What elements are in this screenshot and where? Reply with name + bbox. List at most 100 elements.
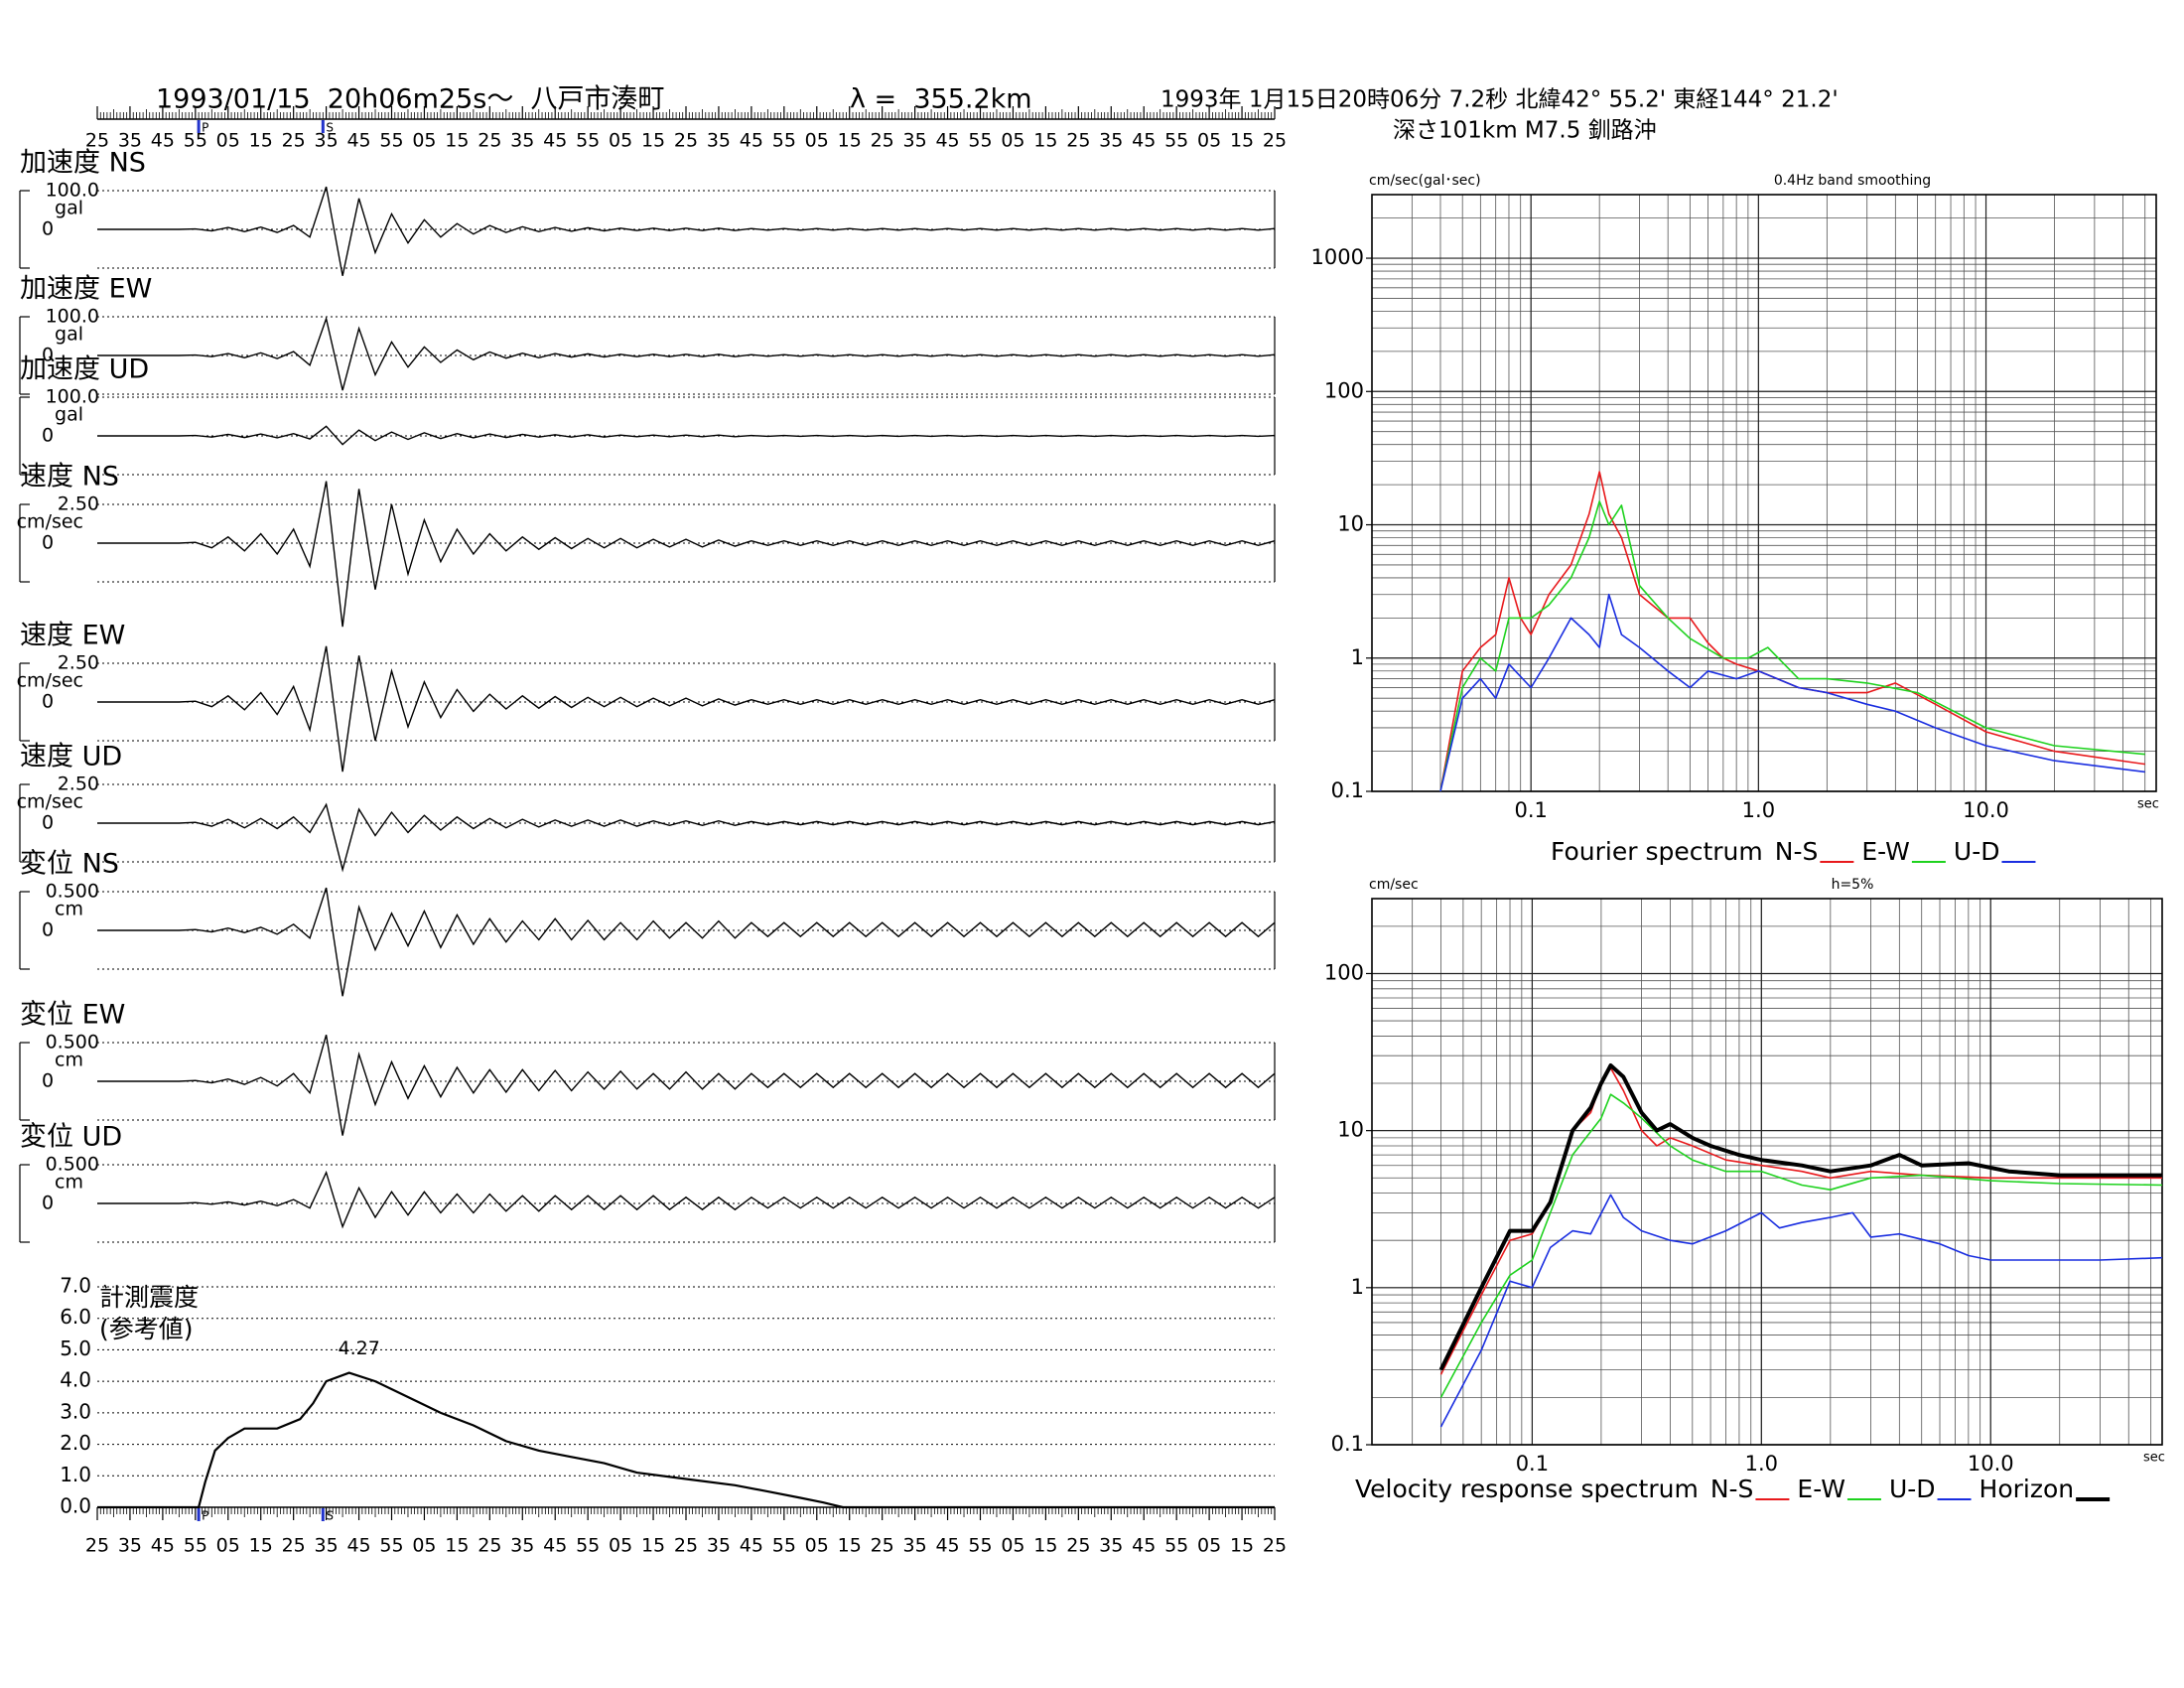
waveform (97, 645, 1276, 773)
legend-label: U-D (1954, 837, 2000, 866)
x-axis-unit: sec (2143, 1451, 2165, 1466)
time-tick-label: 15 (838, 1535, 862, 1557)
legend-label: U-D (1889, 1475, 1936, 1503)
legend-label: N-S (1775, 837, 1819, 866)
y-tick-label: 3.0 (60, 1399, 91, 1423)
time-tick-label: 15 (1033, 1535, 1057, 1557)
waveform (97, 425, 1276, 446)
time-tick-label: 15 (1230, 130, 1254, 152)
time-tick-label: 15 (249, 1535, 273, 1557)
phase-marker-label: P (202, 1509, 208, 1523)
plot-frame (1371, 898, 2163, 1446)
time-tick-label: 15 (445, 130, 469, 152)
legend-title: Velocity response spectrum (1355, 1475, 1699, 1503)
legend-label: Horizon (1979, 1475, 2075, 1503)
time-tick-label: 25 (674, 1535, 698, 1557)
phase-marker-label: P (202, 121, 208, 135)
phase-marker-label: S (326, 121, 334, 135)
time-tick-label: 15 (641, 130, 665, 152)
waveform (97, 887, 1276, 997)
y-tick-label: 2.50 (58, 652, 99, 674)
event-info: 深さ101km M7.5 釧路沖 (1393, 118, 1657, 144)
y-tick-label: 100 (1324, 960, 1364, 984)
peak-label: 4.27 (339, 1337, 380, 1359)
waveform (97, 802, 1276, 873)
y-axis-unit: cm/sec(gal･sec) (1369, 173, 1481, 189)
time-tick-label: 55 (968, 130, 992, 152)
time-tick-label: 25 (1263, 1535, 1287, 1557)
time-tick-label: 35 (903, 1535, 927, 1557)
phase-marker-label: S (326, 1509, 334, 1523)
legend-label: E-W (1797, 1475, 1845, 1503)
waveform (97, 1170, 1276, 1229)
record-title: 1993/01/15 20h06m25s〜 八戸市湊町 (156, 84, 665, 115)
epicentral-distance: λ = 355.2km (850, 84, 1032, 115)
time-tick-label: 55 (968, 1535, 992, 1557)
time-tick-label: 55 (184, 130, 207, 152)
y-tick-label: 1 (1351, 1275, 1364, 1299)
spectrum-line (1439, 1093, 2163, 1398)
time-tick-label: 25 (85, 1535, 109, 1557)
y-tick-label: 100 (1324, 378, 1364, 402)
time-tick-label: 15 (1033, 130, 1057, 152)
waveform (97, 481, 1276, 628)
y-tick-label: 0.500 (46, 1032, 99, 1054)
time-tick-label: 05 (1001, 1535, 1024, 1557)
unit-label: gal (55, 324, 83, 346)
intensity-line (97, 1371, 1275, 1509)
y-tick-label: 100.0 (46, 306, 99, 328)
time-tick-label: 45 (543, 1535, 567, 1557)
time-tick-label: 55 (576, 130, 600, 152)
time-tick-label: 35 (315, 1535, 339, 1557)
panel-label: 加速度 EW (20, 274, 152, 305)
time-tick-label: 35 (315, 130, 339, 152)
panel-label: 加速度 NS (20, 148, 146, 179)
y-tick-label: 0 (42, 919, 54, 941)
time-tick-label: 05 (216, 1535, 240, 1557)
unit-label: cm (55, 1050, 83, 1071)
time-tick-label: 55 (1164, 130, 1188, 152)
time-tick-label: 55 (772, 1535, 796, 1557)
unit-label: cm/sec (17, 791, 83, 813)
time-tick-label: 25 (282, 130, 306, 152)
time-tick-label: 05 (805, 130, 829, 152)
time-tick-label: 45 (1132, 1535, 1156, 1557)
y-tick-label: 100.0 (46, 386, 99, 408)
panel-label: 速度 EW (20, 621, 125, 651)
time-tick-label: 05 (412, 130, 436, 152)
chart-title: 0.4Hz band smoothing (1774, 173, 1931, 189)
unit-label: cm (55, 899, 83, 920)
time-tick-label: 55 (1164, 1535, 1188, 1557)
time-tick-label: 45 (740, 130, 763, 152)
y-tick-label: 10 (1337, 1118, 1364, 1142)
y-tick-label: 1000 (1311, 245, 1364, 269)
x-tick-label: 1.0 (1742, 798, 1775, 822)
time-tick-label: 15 (445, 1535, 469, 1557)
time-tick-label: 45 (935, 130, 959, 152)
panel-label: 速度 NS (20, 462, 119, 492)
y-tick-label: 5.0 (60, 1336, 91, 1360)
chart-title: h=5% (1832, 877, 1874, 893)
time-tick-label: 15 (249, 130, 273, 152)
panel-label: 加速度 UD (20, 354, 149, 385)
time-tick-label: 45 (543, 130, 567, 152)
event-info: 1993年 1月15日20時06分 7.2秒 北緯42° 55.2' 東経144… (1160, 87, 1839, 113)
x-tick-label: 10.0 (1968, 1452, 2014, 1476)
time-tick-label: 25 (674, 130, 698, 152)
spectrum-line (1439, 500, 2145, 792)
time-tick-label: 05 (1197, 130, 1221, 152)
spectrum-line (1438, 1063, 2162, 1371)
intensity-label: (参考値) (99, 1315, 194, 1343)
y-tick-label: 0.500 (46, 1154, 99, 1176)
legend-title: Fourier spectrum (1551, 837, 1763, 866)
waveform (97, 1035, 1276, 1136)
legend-label: N-S (1710, 1475, 1754, 1503)
time-tick-label: 35 (707, 1535, 731, 1557)
legend-label: E-W (1861, 837, 1910, 866)
time-tick-label: 15 (1230, 1535, 1254, 1557)
waveform (97, 186, 1276, 276)
time-tick-label: 35 (510, 1535, 534, 1557)
time-tick-label: 25 (1066, 130, 1090, 152)
time-tick-label: 25 (478, 1535, 501, 1557)
time-tick-label: 35 (707, 130, 731, 152)
